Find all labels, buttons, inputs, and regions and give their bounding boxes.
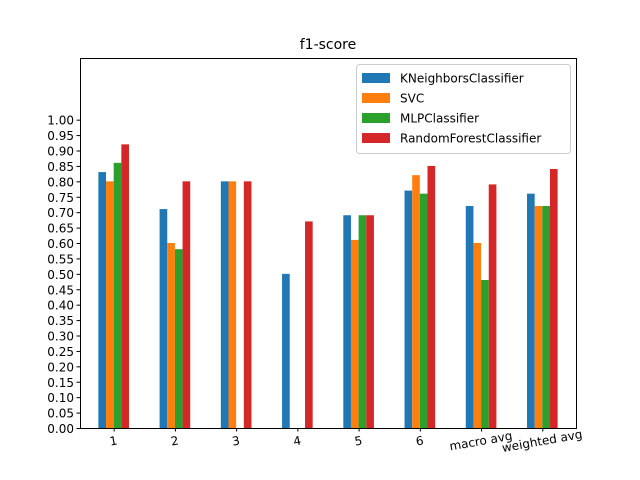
y-tick-label: 0.35 [47,314,74,328]
x-tick-label: 3 [231,434,241,449]
bar-3-1 [113,162,122,429]
y-tick-label: 1.00 [47,114,74,128]
bar-2-8 [534,206,543,428]
bar-1-6 [404,190,413,428]
bar-2-5 [350,239,359,428]
legend-label: MLPClassifier [400,112,479,126]
legend-swatch [362,73,390,83]
y-tick-label: 0.10 [47,391,74,405]
bar-1-8 [527,193,535,428]
bar-2-6 [412,175,420,428]
bar-3-5 [358,215,367,428]
bar-2-2 [167,243,175,428]
plot-frame [80,58,577,429]
bars-group [98,144,558,429]
y-tick-label: 0.15 [47,376,74,390]
bar-2-1 [106,181,114,428]
bar-1-1 [98,172,107,428]
bar-3-7 [481,280,489,428]
bar-2-3 [228,181,237,428]
bar-1-2 [159,209,168,428]
y-tick-label: 0.60 [47,237,74,251]
x-tick-label: 2 [170,434,180,449]
legend-swatch [362,113,390,123]
y-tick-label: 0.05 [47,407,74,421]
y-tick-label: 0.70 [47,206,74,220]
y-tick-label: 0.20 [47,360,74,374]
bar-1-3 [220,181,229,428]
bar-3-8 [542,206,550,428]
y-tick-label: 0.65 [47,222,74,236]
bar-4-1 [121,144,129,429]
legend-swatch [362,133,390,143]
chart-title: f1-score [300,37,357,53]
bar-4-3 [243,181,252,428]
y-tick-label: 0.80 [47,175,74,189]
legend-swatch [362,93,390,103]
bar-4-2 [182,181,191,428]
x-tick-label: 6 [415,434,425,449]
bar-2-7 [473,243,482,428]
y-tick-label: 0.30 [47,330,74,344]
y-tick-label: 0.00 [47,422,74,436]
legend-label: SVC [400,92,424,106]
x-tick-label: 5 [353,434,363,449]
legend-box [356,64,571,154]
bar-4-6 [427,165,436,428]
y-tick-label: 0.40 [47,299,74,313]
x-tick-label: weighted avg [501,427,584,455]
legend-label: RandomForestClassifier [400,132,541,146]
bar-1-5 [343,215,351,428]
bar-1-7 [465,206,474,428]
bar-3-2 [174,249,183,428]
y-tick-label: 0.95 [47,129,74,143]
y-tick-label: 0.50 [47,268,74,282]
y-tick-label: 0.90 [47,145,74,159]
x-tick-label: 4 [292,434,302,449]
y-tick-label: 0.75 [47,191,74,205]
y-tick-label: 0.25 [47,345,74,359]
bar-4-4 [305,221,313,428]
legend-label: KNeighborsClassifier [400,72,524,86]
y-tick-label: 0.85 [47,160,74,174]
y-tick-label: 0.55 [47,252,74,266]
y-tick-label: 0.45 [47,283,74,297]
bar-4-7 [488,184,497,428]
bar-3-6 [419,193,428,428]
legend: KNeighborsClassifier SVC MLPClassifier Rand… [356,64,571,154]
bar-4-8 [549,169,558,428]
bar-1-4 [282,273,290,428]
bar-4-5 [366,215,374,428]
y-axis: 0.000.05 0.100.15 0.200.250.30 0.350.40 0.45… [47,114,80,436]
x-tick-label: 1 [109,434,119,449]
